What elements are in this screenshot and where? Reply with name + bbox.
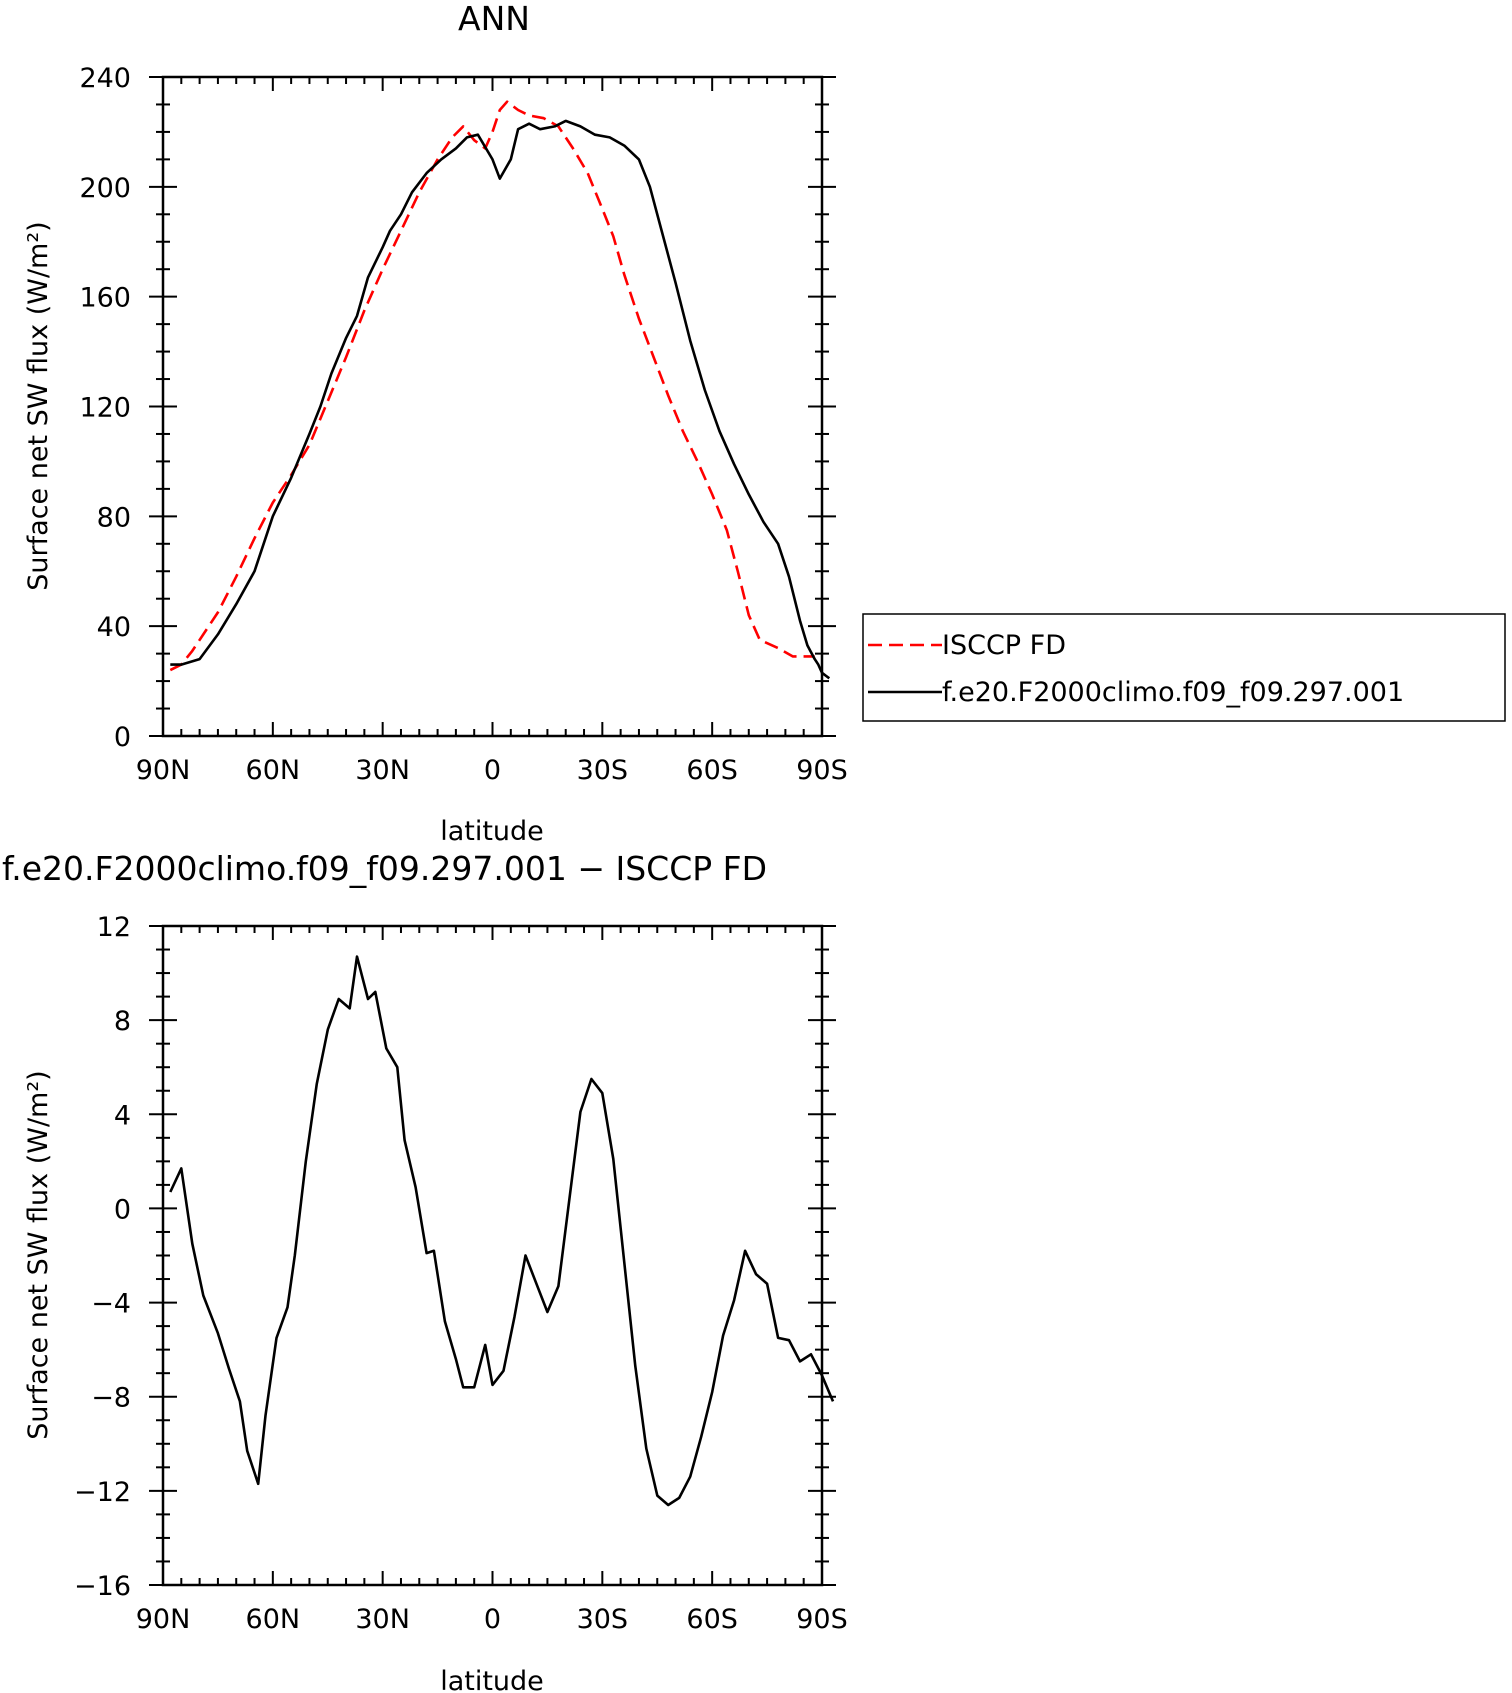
bottom-y-tick-label: 4 [114,1100,131,1131]
bottom-x-tick-label: 60N [246,1604,301,1635]
top-y-tick-label: 200 [79,173,131,204]
bottom-y-tick-label: 12 [97,912,131,943]
bottom-x-tick-labels: 90N 60N 30N 0 30S 60S 90S [136,1604,848,1635]
bottom-series-line-0 [169,955,835,1507]
top-series-line-0 [169,100,815,672]
top-x-tick-label: 30N [355,755,410,786]
top-tick-marks [149,76,836,737]
top-x-tick-label: 60S [686,755,738,786]
bottom-x-tick-label: 90S [796,1604,848,1635]
bottom-y-axis-label: Surface net SW flux (W/m²) [23,1070,54,1439]
top-x-tick-label: 0 [484,755,501,786]
top-y-tick-label: 40 [97,612,131,643]
top-chart-title: ANN [458,0,530,38]
top-x-axis-label: latitude [440,816,544,847]
bottom-x-tick-label: 30N [355,1604,410,1635]
top-y-tick-label: 80 [97,502,131,533]
top-y-axis-label: Surface net SW flux (W/m²) [23,221,54,590]
bottom-y-tick-label: 8 [114,1006,131,1037]
bottom-y-tick-labels: −16 −12 −8 −4 0 4 8 12 [74,912,131,1602]
bottom-x-tick-label: 60S [686,1604,738,1635]
bottom-x-tick-label: 90N [136,1604,191,1635]
top-x-tick-label: 30S [577,755,629,786]
bottom-plot-frame [161,924,824,1587]
bottom-y-tick-label: −8 [91,1383,131,1414]
top-y-tick-label: 240 [79,63,131,94]
legend-box [862,613,1506,722]
bottom-tick-marks [149,925,836,1586]
bottom-series-lines [169,955,835,1507]
legend-label-model: f.e20.F2000climo.f09_f09.297.001 [942,677,1404,708]
legend: ISCCP FD f.e20.F2000climo.f09_f09.297.00… [862,613,1506,722]
top-y-tick-label: 0 [114,722,131,753]
top-plot-frame [161,75,824,738]
bottom-panel: f.e20.F2000climo.f09_f09.297.001 − ISCCP… [2,849,848,1693]
top-series-line-1 [170,119,831,680]
bottom-y-tick-label: −12 [74,1477,131,1508]
bottom-x-tick-label: 0 [484,1604,501,1635]
bottom-chart-title: f.e20.F2000climo.f09_f09.297.001 − ISCCP… [2,849,767,888]
bottom-x-axis-label: latitude [440,1666,544,1693]
legend-label-isccp: ISCCP FD [942,630,1066,661]
top-x-tick-label: 90N [136,755,191,786]
top-y-tick-label: 160 [79,283,131,314]
bottom-x-tick-label: 30S [577,1604,629,1635]
top-x-tick-label: 90S [796,755,848,786]
top-x-tick-labels: 90N 60N 30N 0 30S 60S 90S [136,755,848,786]
bottom-y-tick-label: 0 [114,1194,131,1225]
top-y-tick-labels: 0 40 80 120 160 200 240 [79,63,131,753]
bottom-y-tick-label: −4 [91,1289,131,1320]
top-x-tick-label: 60N [246,755,301,786]
top-y-tick-label: 120 [79,393,131,424]
top-series-lines [169,100,831,680]
bottom-y-tick-label: −16 [74,1571,131,1602]
